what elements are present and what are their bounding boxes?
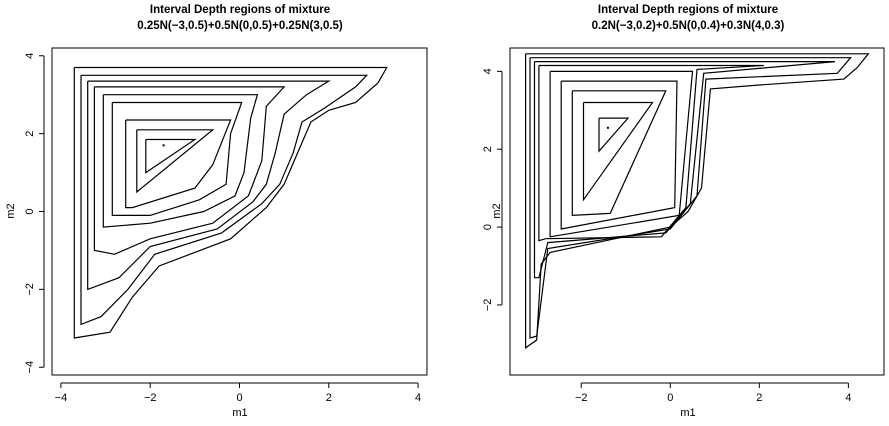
contour-line xyxy=(582,101,654,202)
contour-line xyxy=(93,86,286,255)
contour-line xyxy=(533,60,836,279)
contour-line xyxy=(560,80,678,230)
contour-line xyxy=(80,74,369,326)
y-tick-label: −4 xyxy=(24,361,36,374)
x-tick-label: 0 xyxy=(236,392,242,404)
x-tick-label: −2 xyxy=(575,392,588,404)
y-tick-label: 0 xyxy=(24,208,36,214)
y-axis-label: m2 xyxy=(491,203,503,218)
y-tick-label: 0 xyxy=(482,224,494,230)
chart-subtitle: 0.2N(−3,0.2)+0.5N(0,0.4)+0.3N(4,0.3) xyxy=(592,20,785,32)
contour-line xyxy=(102,94,259,228)
x-tick-label: 2 xyxy=(326,392,332,404)
y-tick-label: −2 xyxy=(24,283,36,296)
x-axis-label: m1 xyxy=(680,407,695,419)
depth-center-point xyxy=(162,144,165,147)
x-tick-label: −4 xyxy=(55,392,68,404)
x-axis: −4 −2 0 2 4 xyxy=(55,382,421,404)
contour-line xyxy=(145,138,197,174)
contour-line xyxy=(524,53,870,349)
y-tick-label: −2 xyxy=(482,299,494,312)
contour-line xyxy=(571,90,667,217)
contour-line xyxy=(111,101,243,216)
panel-left: Interval Depth regions of mixture 0.25N(… xyxy=(5,4,428,419)
y-tick-label: 2 xyxy=(24,131,36,137)
x-tick-label: −2 xyxy=(144,392,157,404)
contour-line xyxy=(549,70,694,238)
x-axis: −2 0 2 4 xyxy=(575,382,851,404)
contour-line xyxy=(125,119,232,209)
chart-title: Interval Depth regions of mixture xyxy=(598,4,778,16)
contour-line xyxy=(538,64,764,242)
y-tick-label: 4 xyxy=(482,68,494,74)
panel-right: Interval Depth regions of mixture 0.2N(−… xyxy=(482,4,885,419)
contour-line xyxy=(136,129,215,194)
plot-frame xyxy=(51,47,428,376)
chart-subtitle: 0.25N(−3,0.5)+0.5N(0,0.5)+0.25N(3,0.5) xyxy=(137,20,343,32)
x-tick-label: 4 xyxy=(415,392,421,404)
x-tick-label: 2 xyxy=(756,392,762,404)
x-axis-label: m1 xyxy=(232,407,247,419)
y-tick-label: 2 xyxy=(482,146,494,152)
y-axis: −2 0 2 4 xyxy=(482,68,503,312)
x-tick-label: 4 xyxy=(845,392,851,404)
y-axis: −4 −2 0 2 4 xyxy=(24,53,45,374)
contour-line xyxy=(598,117,630,153)
contour-lines xyxy=(73,66,388,339)
plot-frame xyxy=(509,47,885,376)
contour-line xyxy=(87,80,331,291)
y-axis-label: m2 xyxy=(5,203,17,218)
depth-center-point xyxy=(606,126,609,129)
contour-lines xyxy=(524,53,870,349)
chart-title: Interval Depth regions of mixture xyxy=(150,4,330,16)
contour-line xyxy=(73,66,388,339)
y-tick-label: 4 xyxy=(24,53,36,59)
x-tick-label: 0 xyxy=(667,392,673,404)
